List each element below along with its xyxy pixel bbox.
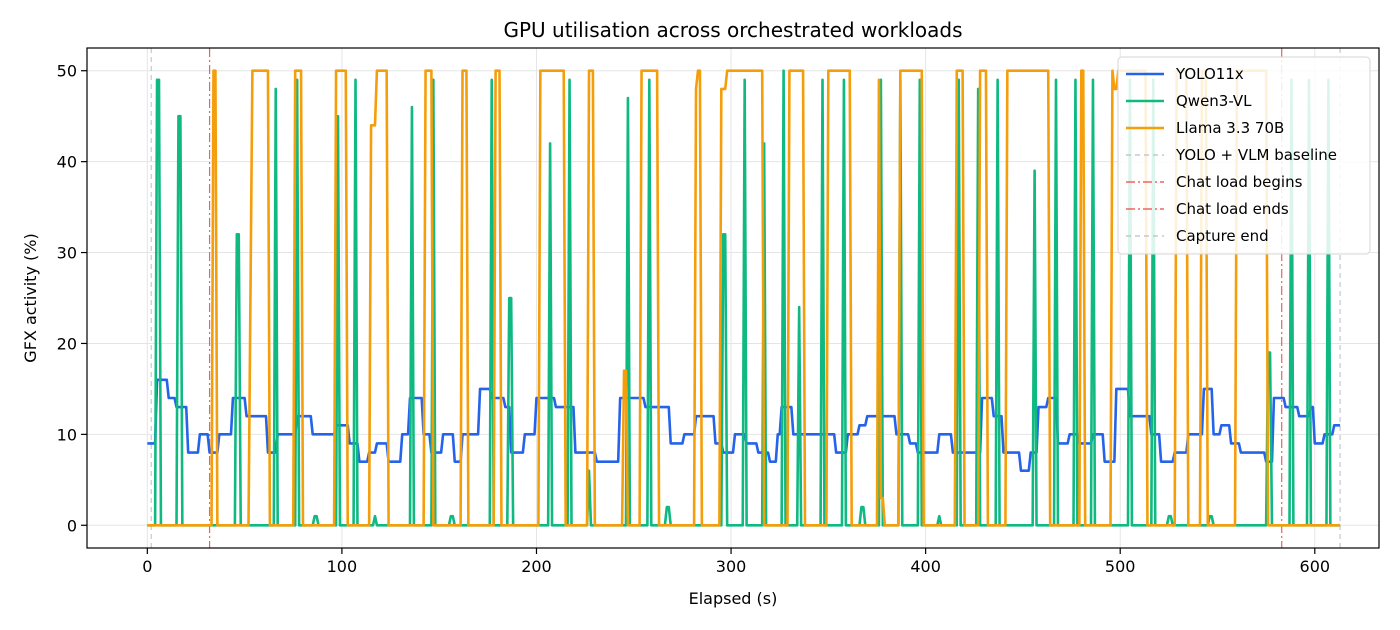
legend-label: YOLO + VLM baseline bbox=[1175, 146, 1337, 164]
x-tick-label: 0 bbox=[142, 557, 152, 576]
legend-label: YOLO11x bbox=[1175, 65, 1244, 83]
y-tick-label: 20 bbox=[57, 334, 77, 353]
legend-label: Chat load begins bbox=[1176, 173, 1303, 191]
y-tick-label: 30 bbox=[57, 244, 77, 263]
y-tick-label: 10 bbox=[57, 425, 77, 444]
y-axis-label: GFX activity (%) bbox=[21, 233, 40, 362]
x-tick-label: 200 bbox=[521, 557, 552, 576]
y-tick-label: 40 bbox=[57, 153, 77, 172]
y-tick-label: 0 bbox=[67, 516, 77, 535]
plot-frame bbox=[86, 47, 1380, 549]
legend-label: Chat load ends bbox=[1176, 200, 1289, 218]
y-tick-label: 50 bbox=[57, 62, 77, 81]
ticks: 0 100 200 300 400 500 600 0 10 20 30 40 50 bbox=[57, 62, 1330, 576]
x-tick-label: 600 bbox=[1300, 557, 1331, 576]
chart-title: GPU utilisation across orchestrated work… bbox=[503, 18, 962, 42]
legend-box bbox=[1117, 56, 1371, 255]
legend-label: Capture end bbox=[1176, 227, 1269, 245]
legend-label: Qwen3-VL bbox=[1176, 92, 1252, 110]
series-line-2 bbox=[147, 69, 1341, 527]
x-tick-label: 400 bbox=[910, 557, 941, 576]
x-tick-label: 300 bbox=[716, 557, 747, 576]
x-axis-label: Elapsed (s) bbox=[689, 589, 778, 608]
x-tick-label: 100 bbox=[327, 557, 358, 576]
x-tick-label: 500 bbox=[1105, 557, 1136, 576]
legend-label: Llama 3.3 70B bbox=[1176, 119, 1284, 137]
legend: YOLO11x Qwen3-VL Llama 3.3 70B YOLO + VLM b… bbox=[1117, 56, 1371, 255]
